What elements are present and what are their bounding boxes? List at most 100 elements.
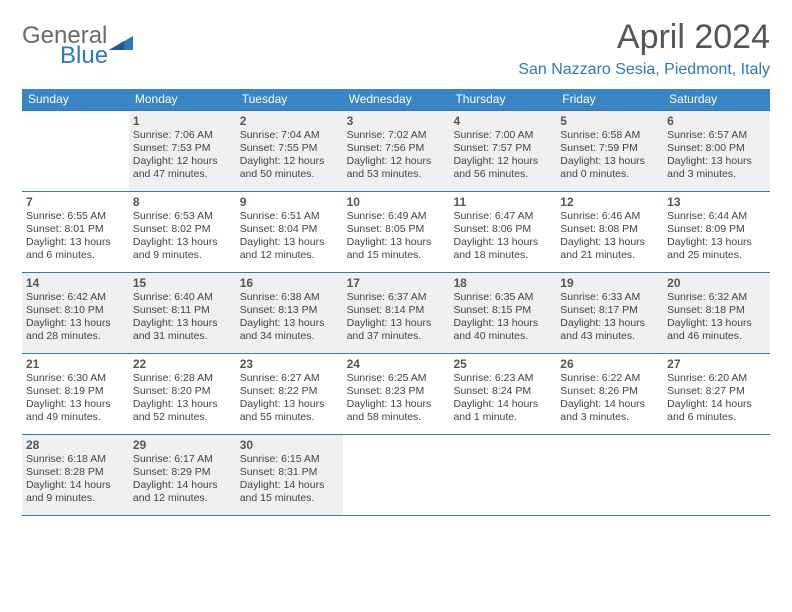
calendar-week: 7Sunrise: 6:55 AMSunset: 8:01 PMDaylight… [22,192,770,273]
calendar-week: 14Sunrise: 6:42 AMSunset: 8:10 PMDayligh… [22,273,770,354]
day-number: 2 [240,114,339,128]
daylight-text: Daylight: 13 hours and 0 minutes. [560,155,659,181]
day-number: 14 [26,276,125,290]
day-number: 6 [667,114,766,128]
daylight-text: Daylight: 13 hours and 49 minutes. [26,398,125,424]
calendar-day: 8Sunrise: 6:53 AMSunset: 8:02 PMDaylight… [129,192,236,272]
day-number: 8 [133,195,232,209]
calendar-day: 26Sunrise: 6:22 AMSunset: 8:26 PMDayligh… [556,354,663,434]
day-number: 16 [240,276,339,290]
calendar-day: 28Sunrise: 6:18 AMSunset: 8:28 PMDayligh… [22,435,129,515]
sunset-text: Sunset: 8:27 PM [667,385,766,398]
day-number: 15 [133,276,232,290]
calendar-header-row: Sunday Monday Tuesday Wednesday Thursday… [22,89,770,110]
sunrise-text: Sunrise: 6:40 AM [133,291,232,304]
sunset-text: Sunset: 7:53 PM [133,142,232,155]
sunrise-text: Sunrise: 6:49 AM [347,210,446,223]
calendar-week: 1Sunrise: 7:06 AMSunset: 7:53 PMDaylight… [22,110,770,192]
calendar-body: 1Sunrise: 7:06 AMSunset: 7:53 PMDaylight… [22,110,770,516]
sunset-text: Sunset: 8:20 PM [133,385,232,398]
sunrise-text: Sunrise: 6:27 AM [240,372,339,385]
sunset-text: Sunset: 8:22 PM [240,385,339,398]
sunset-text: Sunset: 8:14 PM [347,304,446,317]
page-title: April 2024 [518,18,770,57]
calendar-day: 4Sunrise: 7:00 AMSunset: 7:57 PMDaylight… [449,111,556,191]
day-number: 5 [560,114,659,128]
sunrise-text: Sunrise: 6:22 AM [560,372,659,385]
calendar-day: 15Sunrise: 6:40 AMSunset: 8:11 PMDayligh… [129,273,236,353]
calendar-day: 9Sunrise: 6:51 AMSunset: 8:04 PMDaylight… [236,192,343,272]
sunrise-text: Sunrise: 6:38 AM [240,291,339,304]
sunset-text: Sunset: 7:59 PM [560,142,659,155]
dayname-thu: Thursday [449,89,556,110]
daylight-text: Daylight: 12 hours and 50 minutes. [240,155,339,181]
calendar-day: 12Sunrise: 6:46 AMSunset: 8:08 PMDayligh… [556,192,663,272]
sunset-text: Sunset: 8:15 PM [453,304,552,317]
sunrise-text: Sunrise: 6:58 AM [560,129,659,142]
sunrise-text: Sunrise: 6:53 AM [133,210,232,223]
day-number: 9 [240,195,339,209]
sunset-text: Sunset: 8:28 PM [26,466,125,479]
sunset-text: Sunset: 8:23 PM [347,385,446,398]
calendar-day: 11Sunrise: 6:47 AMSunset: 8:06 PMDayligh… [449,192,556,272]
calendar-week: 28Sunrise: 6:18 AMSunset: 8:28 PMDayligh… [22,435,770,516]
sunset-text: Sunset: 8:09 PM [667,223,766,236]
sunset-text: Sunset: 8:31 PM [240,466,339,479]
sunrise-text: Sunrise: 6:25 AM [347,372,446,385]
daylight-text: Daylight: 13 hours and 52 minutes. [133,398,232,424]
daylight-text: Daylight: 14 hours and 3 minutes. [560,398,659,424]
sunset-text: Sunset: 8:01 PM [26,223,125,236]
calendar-day: 25Sunrise: 6:23 AMSunset: 8:24 PMDayligh… [449,354,556,434]
calendar-day: 24Sunrise: 6:25 AMSunset: 8:23 PMDayligh… [343,354,450,434]
sunrise-text: Sunrise: 7:00 AM [453,129,552,142]
sunset-text: Sunset: 8:17 PM [560,304,659,317]
day-number: 19 [560,276,659,290]
calendar-day: 3Sunrise: 7:02 AMSunset: 7:56 PMDaylight… [343,111,450,191]
sunset-text: Sunset: 8:05 PM [347,223,446,236]
calendar-day: 1Sunrise: 7:06 AMSunset: 7:53 PMDaylight… [129,111,236,191]
sunrise-text: Sunrise: 6:51 AM [240,210,339,223]
calendar-day: 16Sunrise: 6:38 AMSunset: 8:13 PMDayligh… [236,273,343,353]
daylight-text: Daylight: 14 hours and 12 minutes. [133,479,232,505]
dayname-tue: Tuesday [236,89,343,110]
sunrise-text: Sunrise: 6:30 AM [26,372,125,385]
calendar-day: 20Sunrise: 6:32 AMSunset: 8:18 PMDayligh… [663,273,770,353]
day-number: 1 [133,114,232,128]
sunset-text: Sunset: 8:26 PM [560,385,659,398]
calendar-day: 29Sunrise: 6:17 AMSunset: 8:29 PMDayligh… [129,435,236,515]
dayname-sun: Sunday [22,89,129,110]
daylight-text: Daylight: 12 hours and 47 minutes. [133,155,232,181]
sunset-text: Sunset: 7:57 PM [453,142,552,155]
dayname-sat: Saturday [663,89,770,110]
day-number: 4 [453,114,552,128]
sunset-text: Sunset: 8:19 PM [26,385,125,398]
daylight-text: Daylight: 13 hours and 46 minutes. [667,317,766,343]
calendar-day [449,435,556,515]
dayname-wed: Wednesday [343,89,450,110]
daylight-text: Daylight: 13 hours and 28 minutes. [26,317,125,343]
sunrise-text: Sunrise: 6:15 AM [240,453,339,466]
sunset-text: Sunset: 8:10 PM [26,304,125,317]
brand-mark-icon [109,36,133,50]
sunrise-text: Sunrise: 6:35 AM [453,291,552,304]
sunrise-text: Sunrise: 6:23 AM [453,372,552,385]
daylight-text: Daylight: 13 hours and 55 minutes. [240,398,339,424]
day-number: 13 [667,195,766,209]
day-number: 12 [560,195,659,209]
day-number: 11 [453,195,552,209]
calendar-day: 18Sunrise: 6:35 AMSunset: 8:15 PMDayligh… [449,273,556,353]
calendar-day: 10Sunrise: 6:49 AMSunset: 8:05 PMDayligh… [343,192,450,272]
sunrise-text: Sunrise: 6:55 AM [26,210,125,223]
daylight-text: Daylight: 12 hours and 56 minutes. [453,155,552,181]
calendar-day: 27Sunrise: 6:20 AMSunset: 8:27 PMDayligh… [663,354,770,434]
calendar-day: 30Sunrise: 6:15 AMSunset: 8:31 PMDayligh… [236,435,343,515]
daylight-text: Daylight: 13 hours and 34 minutes. [240,317,339,343]
sunrise-text: Sunrise: 7:04 AM [240,129,339,142]
topbar: GeneralBlue April 2024 San Nazzaro Sesia… [22,18,770,79]
calendar-day: 19Sunrise: 6:33 AMSunset: 8:17 PMDayligh… [556,273,663,353]
sunrise-text: Sunrise: 6:33 AM [560,291,659,304]
daylight-text: Daylight: 13 hours and 6 minutes. [26,236,125,262]
daylight-text: Daylight: 13 hours and 9 minutes. [133,236,232,262]
daylight-text: Daylight: 13 hours and 21 minutes. [560,236,659,262]
daylight-text: Daylight: 13 hours and 12 minutes. [240,236,339,262]
